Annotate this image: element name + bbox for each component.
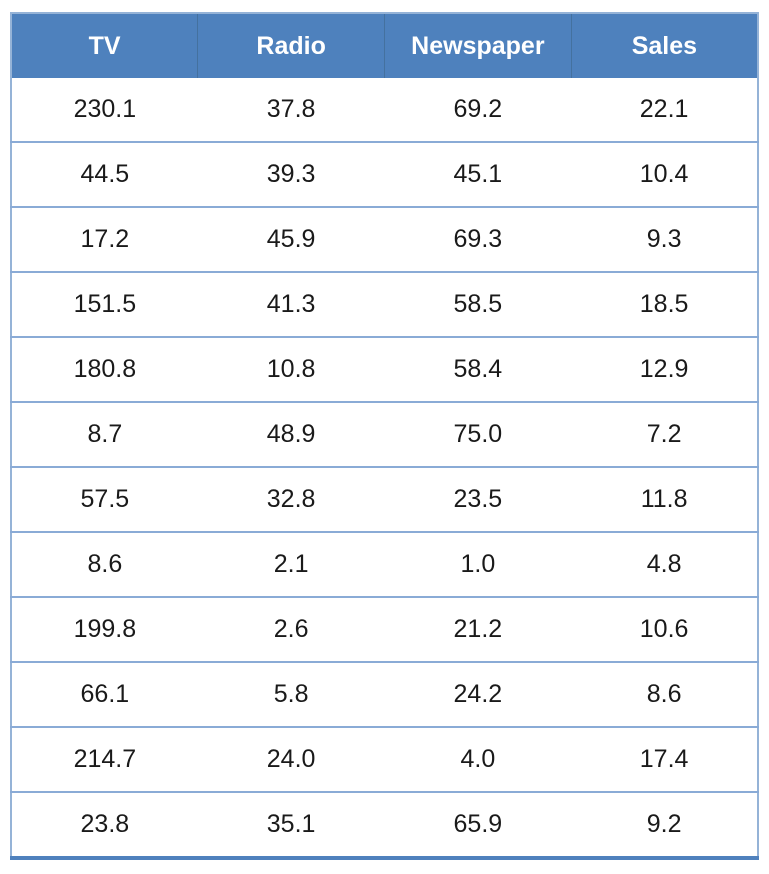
table-cell: 7.2	[571, 401, 758, 467]
column-header-newspaper: Newspaper	[384, 13, 572, 78]
advertising-data-table: TV Radio Newspaper Sales 230.1 37.8 69.2 22…	[10, 12, 759, 860]
table-cell: 11.8	[571, 466, 758, 532]
table-cell: 22.1	[571, 78, 758, 142]
table-row: 23.8 35.1 65.9 9.2	[11, 791, 758, 858]
table-cell: 41.3	[197, 271, 385, 337]
table-cell: 8.6	[11, 531, 198, 597]
table-cell: 69.2	[384, 78, 572, 142]
table-row: 8.6 2.1 1.0 4.8	[11, 531, 758, 597]
table-cell: 35.1	[197, 791, 385, 858]
table-cell: 57.5	[11, 466, 198, 532]
table-container: TV Radio Newspaper Sales 230.1 37.8 69.2 22…	[10, 12, 759, 860]
table-cell: 23.5	[384, 466, 572, 532]
table-cell: 230.1	[11, 78, 198, 142]
table-cell: 1.0	[384, 531, 572, 597]
table-row: 44.5 39.3 45.1 10.4	[11, 141, 758, 207]
table-cell: 199.8	[11, 596, 198, 662]
table-cell: 75.0	[384, 401, 572, 467]
table-cell: 214.7	[11, 726, 198, 792]
table-row: 66.1 5.8 24.2 8.6	[11, 661, 758, 727]
table-row: 57.5 32.8 23.5 11.8	[11, 466, 758, 532]
table-cell: 65.9	[384, 791, 572, 858]
table-row: 214.7 24.0 4.0 17.4	[11, 726, 758, 792]
table-row: 8.7 48.9 75.0 7.2	[11, 401, 758, 467]
table-cell: 10.8	[197, 336, 385, 402]
table-cell: 5.8	[197, 661, 385, 727]
table-cell: 32.8	[197, 466, 385, 532]
column-header-sales: Sales	[570, 13, 758, 78]
column-header-tv: TV	[11, 13, 198, 78]
table-cell: 58.4	[384, 336, 572, 402]
table-cell: 48.9	[197, 401, 385, 467]
table-cell: 2.6	[197, 596, 385, 662]
table-header: TV Radio Newspaper Sales	[11, 13, 758, 78]
table-cell: 17.2	[11, 206, 198, 272]
table-cell: 10.4	[571, 141, 758, 207]
table-cell: 12.9	[571, 336, 758, 402]
table-cell: 58.5	[384, 271, 572, 337]
table-cell: 151.5	[11, 271, 198, 337]
header-row: TV Radio Newspaper Sales	[11, 13, 758, 78]
table-cell: 4.0	[384, 726, 572, 792]
table-row: 17.2 45.9 69.3 9.3	[11, 206, 758, 272]
table-row: 199.8 2.6 21.2 10.6	[11, 596, 758, 662]
table-cell: 66.1	[11, 661, 198, 727]
table-cell: 44.5	[11, 141, 198, 207]
table-cell: 69.3	[384, 206, 572, 272]
table-cell: 24.2	[384, 661, 572, 727]
table-cell: 24.0	[197, 726, 385, 792]
table-cell: 18.5	[571, 271, 758, 337]
table-cell: 180.8	[11, 336, 198, 402]
table-row: 230.1 37.8 69.2 22.1	[11, 78, 758, 142]
table-row: 180.8 10.8 58.4 12.9	[11, 336, 758, 402]
table-cell: 21.2	[384, 596, 572, 662]
table-cell: 9.2	[571, 791, 758, 858]
table-cell: 9.3	[571, 206, 758, 272]
column-header-radio: Radio	[197, 13, 385, 78]
table-row: 151.5 41.3 58.5 18.5	[11, 271, 758, 337]
table-cell: 8.7	[11, 401, 198, 467]
table-cell: 4.8	[571, 531, 758, 597]
table-cell: 2.1	[197, 531, 385, 597]
table-cell: 39.3	[197, 141, 385, 207]
table-cell: 10.6	[571, 596, 758, 662]
table-cell: 17.4	[571, 726, 758, 792]
table-body: 230.1 37.8 69.2 22.1 44.5 39.3 45.1 10.4 17.2 45.…	[11, 78, 758, 858]
table-cell: 37.8	[197, 78, 385, 142]
table-cell: 23.8	[11, 791, 198, 858]
table-cell: 45.1	[384, 141, 572, 207]
table-cell: 8.6	[571, 661, 758, 727]
table-cell: 45.9	[197, 206, 385, 272]
